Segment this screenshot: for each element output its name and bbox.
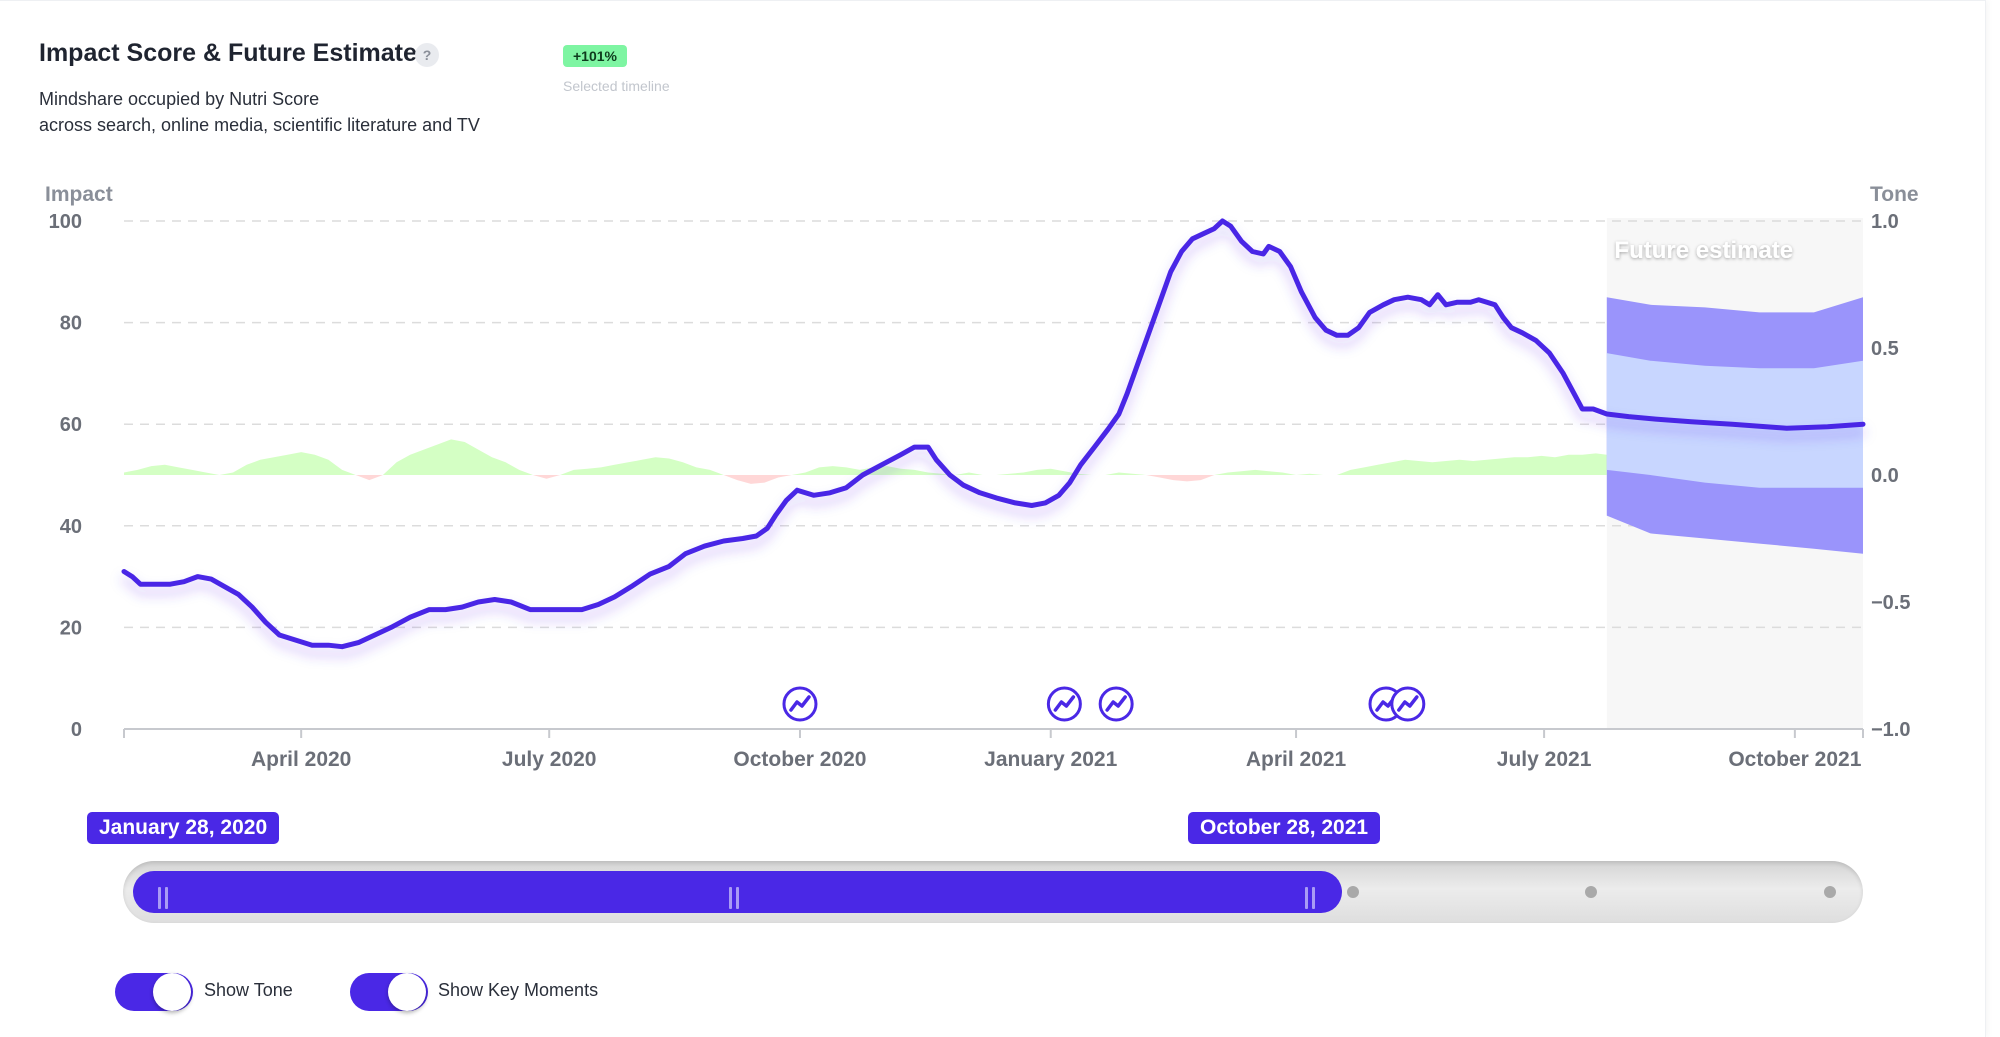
trend-icon: [1397, 695, 1419, 712]
y-tick-label: 80: [60, 313, 82, 335]
y-right-tick-label: 0.0: [1871, 465, 1899, 487]
x-tick-label: October 2020: [733, 748, 866, 771]
key-moment-marker: [1046, 686, 1082, 722]
show-tone-label: Show Tone: [204, 980, 293, 1000]
show-key-moments-label: Show Key Moments: [438, 980, 599, 1000]
range-end-handle[interactable]: [1304, 887, 1316, 909]
y-tick-label: 40: [60, 516, 82, 538]
x-tick-label: April 2021: [1246, 748, 1347, 771]
x-tick-label: July 2021: [1497, 748, 1592, 771]
timeline-tick-dot: [1347, 886, 1359, 898]
key-moment-marker: [782, 686, 818, 722]
y-right-tick-label: 1.0: [1871, 211, 1899, 233]
help-icon[interactable]: ?: [415, 43, 439, 67]
tone-positive-area: [124, 439, 1607, 475]
range-middle-handle[interactable]: [728, 887, 740, 909]
chart-subtitle: Mindshare occupied by Nutri Score across…: [39, 86, 480, 138]
y-right-tick-label: −1.0: [1871, 719, 1910, 741]
y-axis-title: Impact: [45, 183, 113, 206]
change-badge-label: Selected timeline: [563, 78, 670, 94]
timeline-tick-dot: [1585, 886, 1597, 898]
trend-icon: [1105, 695, 1127, 712]
timeline-slider[interactable]: [123, 861, 1863, 923]
y-right-tick-label: −0.5: [1871, 592, 1910, 614]
show-tone-toggle[interactable]: [115, 973, 193, 1011]
y-right-axis-title: Tone: [1870, 183, 1919, 206]
y-right-tick-label: 0.5: [1871, 338, 1899, 360]
timeline-tick-dot: [1824, 886, 1836, 898]
chart-title: Impact Score & Future Estimate: [39, 39, 417, 67]
x-tick-label: January 2021: [984, 748, 1117, 771]
subtitle-line-1: Mindshare occupied by Nutri Score: [39, 89, 320, 109]
show-key-moments-toggle[interactable]: [350, 973, 428, 1011]
y-tick-label: 0: [71, 719, 82, 741]
timeline-end-label: October 28, 2021: [1188, 812, 1381, 844]
y-tick-label: 20: [60, 617, 82, 639]
toggle-knob: [388, 973, 426, 1011]
trend-icon: [1053, 695, 1076, 712]
future-estimate-label: Future estimate: [1614, 237, 1793, 264]
subtitle-line-2: across search, online media, scientific …: [39, 115, 480, 135]
x-tick-label: April 2020: [251, 748, 351, 771]
timeline-selected-range[interactable]: [133, 871, 1342, 913]
toggle-knob: [153, 973, 191, 1011]
change-badge: +101%: [563, 45, 627, 67]
forecast-band-inner: [1606, 353, 1863, 488]
impact-chart: Future estimate 0 20 40 60 80 100 −1.0 −0.5 0.0 0…: [45, 183, 1919, 771]
x-tick-label: October 2021: [1728, 748, 1861, 771]
x-tick-label: July 2020: [502, 748, 597, 771]
key-moment-marker: [1390, 686, 1426, 722]
impact-line: [121, 218, 1866, 650]
key-moment-marker: [1098, 686, 1134, 722]
range-start-handle[interactable]: [157, 887, 169, 909]
trend-icon: [789, 695, 811, 712]
timeline-start-label: January 28, 2020: [87, 812, 280, 844]
y-tick-label: 60: [60, 414, 82, 436]
y-tick-label: 100: [49, 211, 82, 233]
